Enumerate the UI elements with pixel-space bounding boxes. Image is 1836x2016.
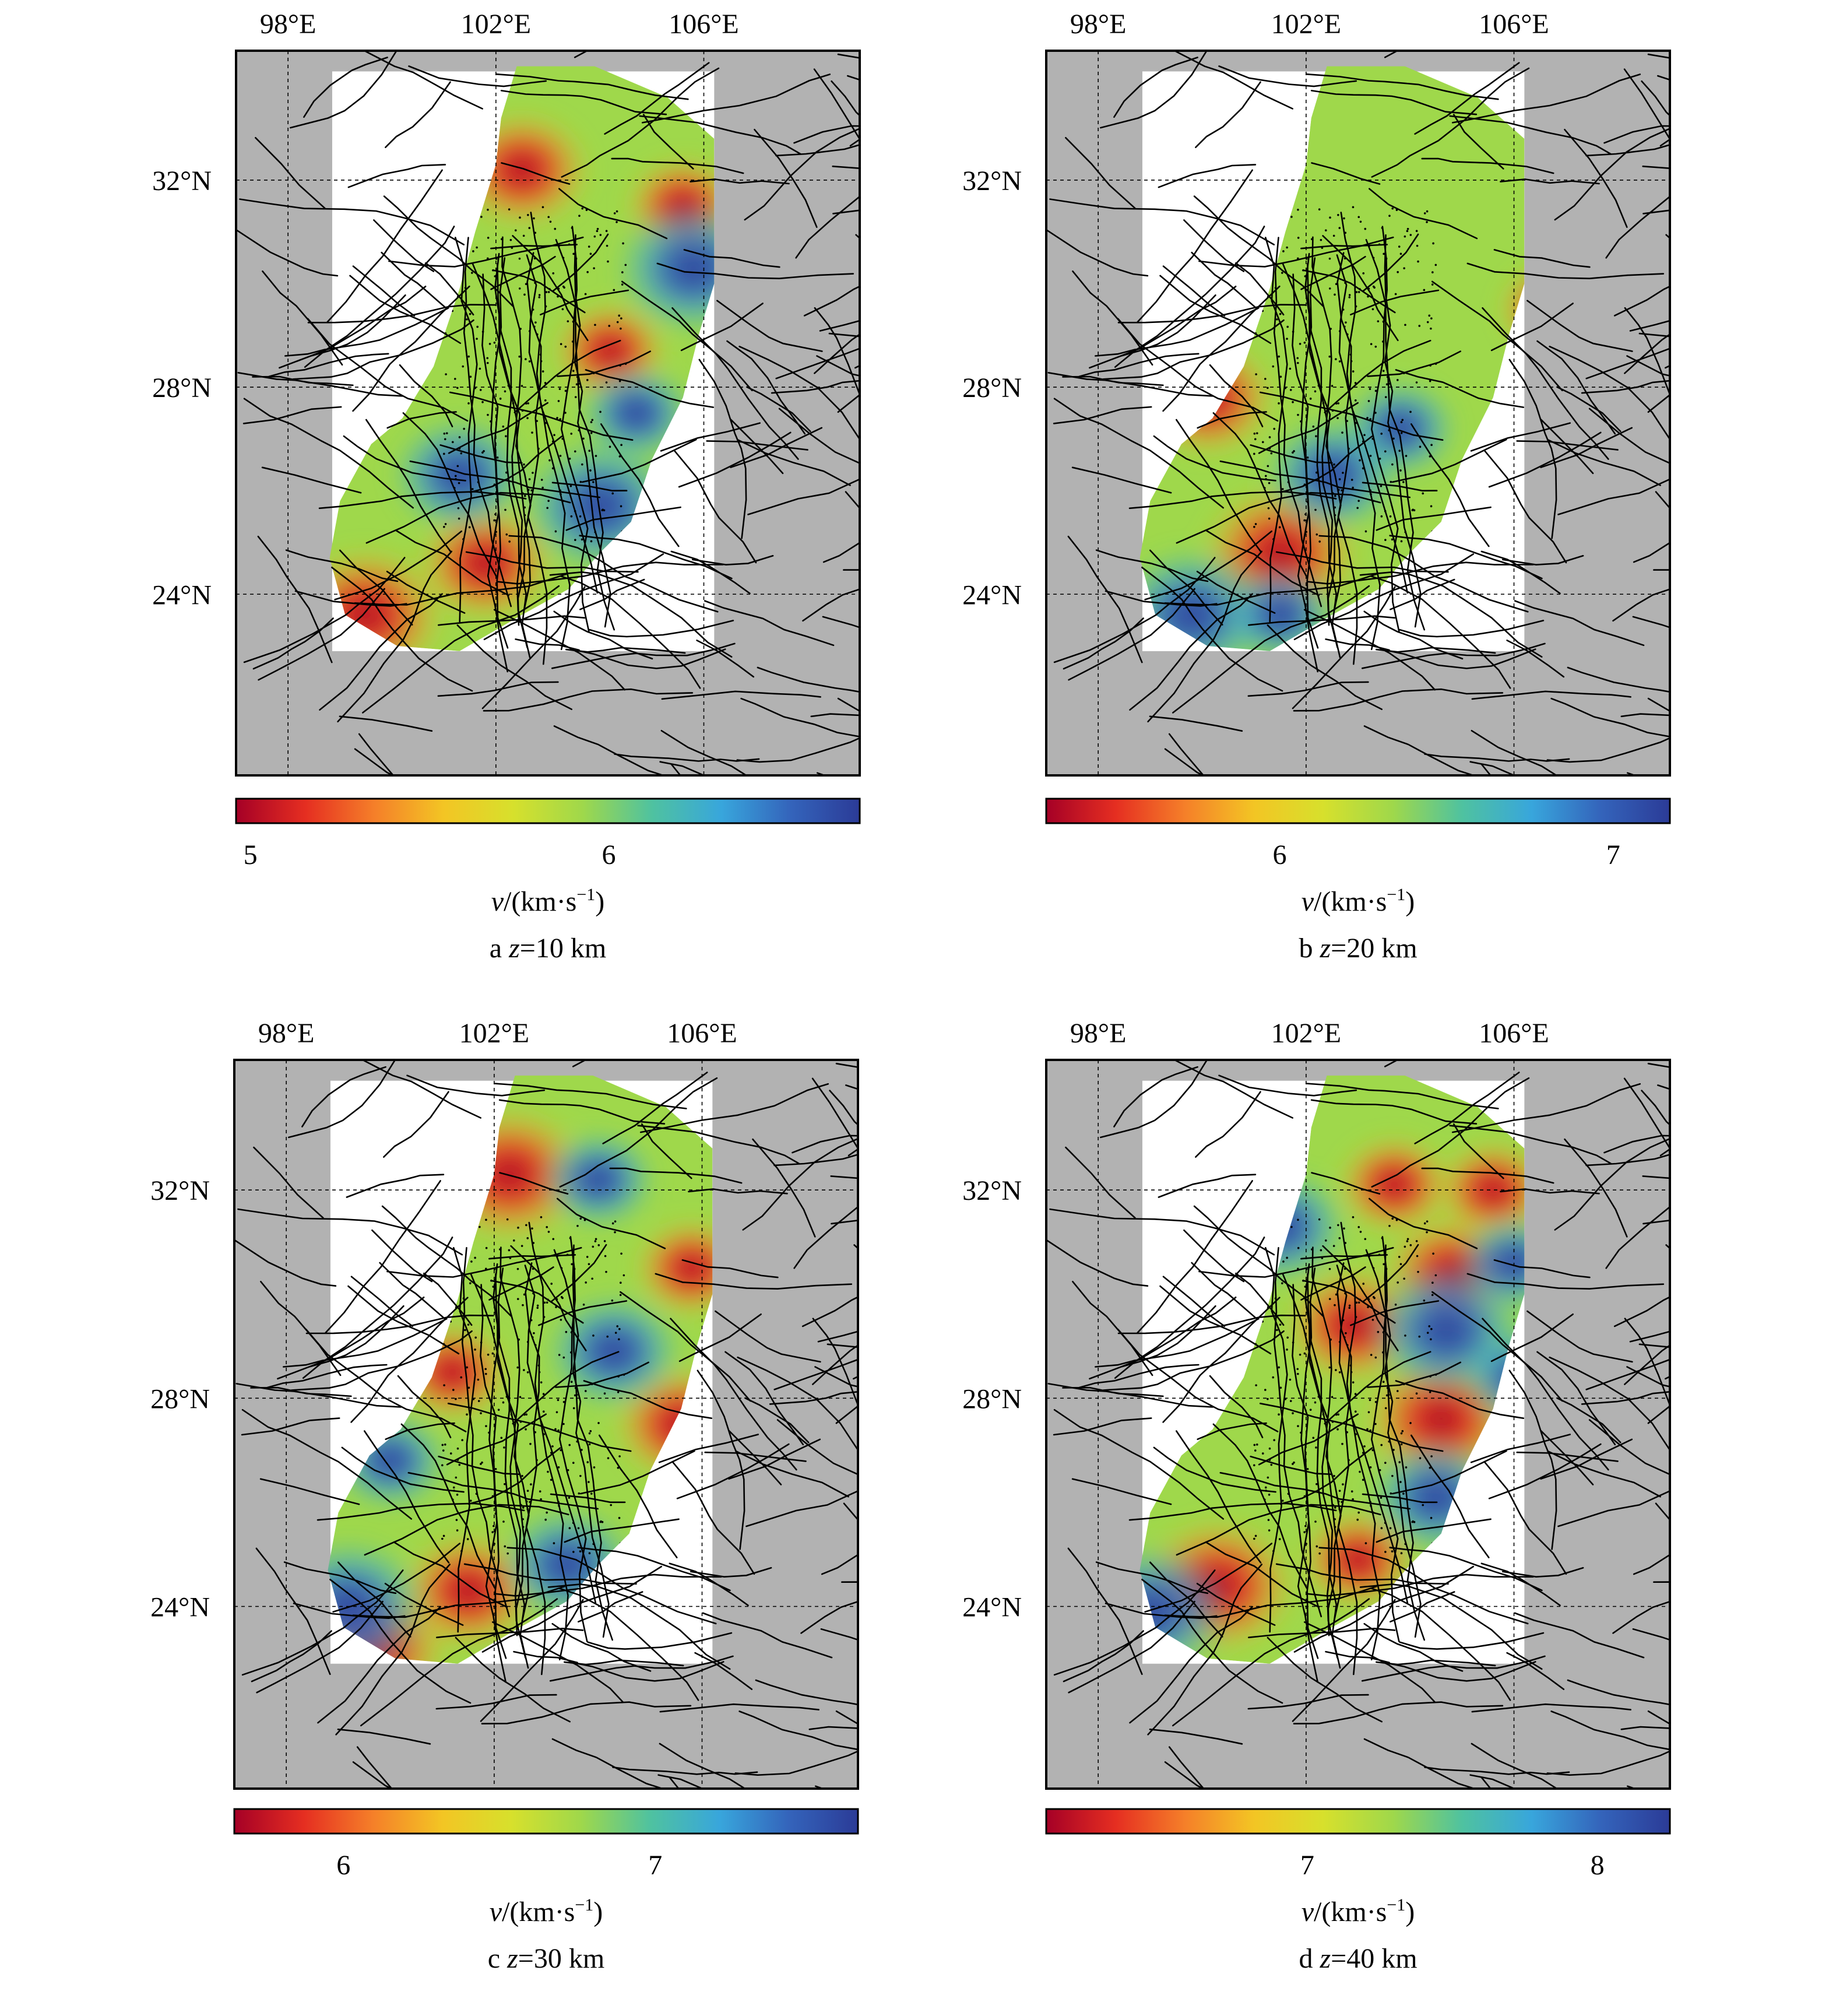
colorbar-tick-label: 7 [648,1850,662,1881]
panel-caption: b z=20 km [1299,933,1417,964]
lon-tick-label: 106°E [667,1018,737,1049]
lon-tick-label: 98°E [1070,9,1127,40]
anomaly-fast [540,1129,656,1230]
anomaly-fast [390,416,529,535]
lon-tick-label: 106°E [1479,1018,1549,1049]
colorbar-label: v/(km·s−1) [1302,1895,1415,1927]
lon-tick-label: 102°E [1271,9,1342,40]
colorbar-label: v/(km·s−1) [490,1895,603,1927]
colorbar-tick-label: 7 [1606,840,1620,870]
lon-tick-label: 106°E [1479,9,1549,40]
map-frame [233,1059,859,1790]
panel-caption: a z=10 km [490,933,606,964]
colorbar-tick-label: 6 [602,840,616,870]
lat-tick-label: 24°N [962,579,1022,610]
anomaly-fast [1262,416,1402,535]
panel-b: 98°E 102°E 106°E 32°N 28°N 24°N 6 7 v/(km·s−1) b … [962,9,1671,964]
lon-tick-label: 102°E [1271,1018,1342,1049]
lat-tick-label: 32°N [150,1175,210,1206]
map-frame [235,50,861,777]
lat-tick-label: 32°N [962,1175,1022,1206]
lat-tick-label: 32°N [962,166,1022,196]
fault-lines [234,1060,858,1789]
lon-tick-label: 98°E [260,9,316,40]
lon-tick-label: 102°E [461,9,532,40]
colorbar [233,1808,859,1835]
colorbar-tick-label: 8 [1591,1850,1605,1881]
colorbar-label: v/(km·s−1) [491,885,605,917]
graticule [234,1060,858,1789]
lat-tick-label: 24°N [962,1592,1022,1623]
lat-tick-label: 28°N [962,1383,1022,1414]
panel-caption: d z=40 km [1299,1943,1417,1974]
lon-tick-label: 98°E [258,1018,315,1049]
colorbar [235,798,861,824]
colorbar-tick-label: 6 [336,1850,350,1881]
colorbar-tick-label: 7 [1300,1850,1314,1881]
colorbar [1045,1808,1671,1835]
anomaly-fast [613,199,715,337]
colorbar [1045,798,1671,824]
lon-tick-label: 98°E [1070,1018,1127,1049]
colorbar-label: v/(km·s−1) [1302,885,1415,917]
anomaly-slow [633,1218,713,1318]
lat-tick-label: 24°N [152,579,212,610]
anomaly-slow [1336,1135,1453,1235]
lat-tick-label: 28°N [962,373,1022,403]
fault-lines [1046,51,1670,775]
colorbar-tick-label: 6 [1273,840,1287,870]
lat-tick-label: 24°N [150,1592,210,1623]
panel-d: 98°E 102°E 106°E 32°N 28°N 24°N 7 8 v/(km·s−1) d … [962,1018,1671,1974]
panel-a: 98°E 102°E 106°E 32°N 28°N 24°N 5 6 v/(km·s−1) a … [152,9,861,964]
graticule [236,51,860,775]
map-frame [1045,1059,1671,1790]
lon-tick-label: 106°E [669,9,739,40]
lon-tick-label: 102°E [459,1018,530,1049]
panel-c: 98°E 102°E 106°E 32°N 28°N 24°N 6 7 v/(km·s−1) c … [150,1018,859,1974]
graticule [1046,51,1670,775]
seismicity-dots [1253,1216,1437,1555]
map-frame [1045,50,1671,777]
lat-tick-label: 28°N [152,373,212,403]
colorbar-tick-label: 5 [244,840,258,870]
lat-tick-label: 32°N [152,166,212,196]
seismicity-dots [443,206,627,543]
anomaly-fast [544,1292,683,1411]
lat-tick-label: 28°N [150,1383,210,1414]
graticule [1046,1060,1670,1789]
panel-caption: c z=30 km [488,1943,604,1974]
